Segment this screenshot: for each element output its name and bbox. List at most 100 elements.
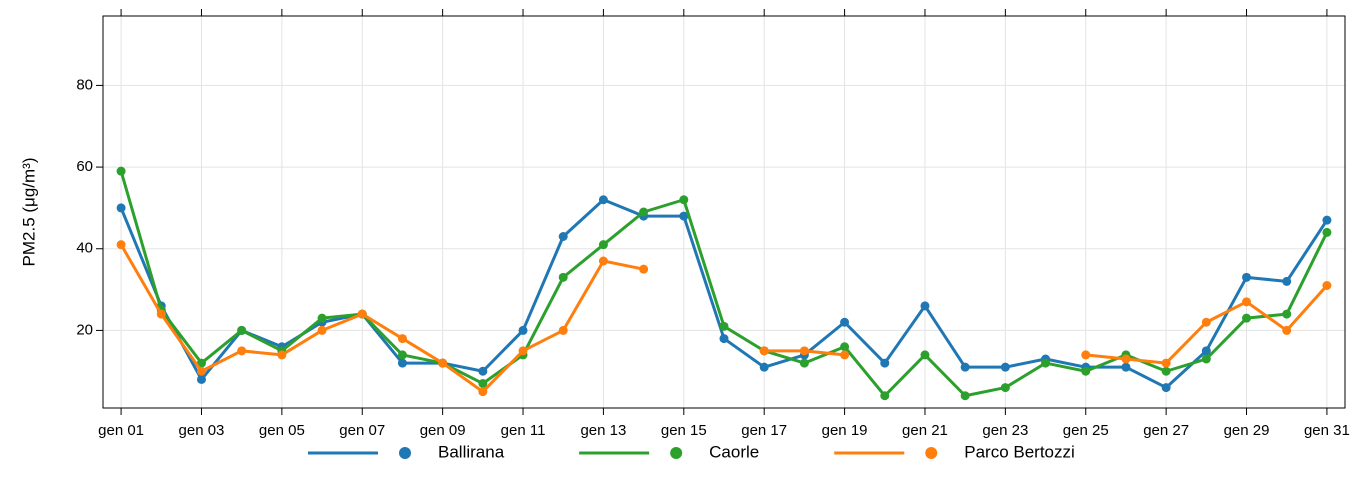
data-point [598, 240, 608, 250]
data-point [759, 346, 769, 356]
data-point [920, 301, 930, 311]
data-point [116, 240, 126, 250]
data-point [397, 334, 407, 344]
legend-label: Parco Bertozzi [964, 442, 1075, 461]
data-point [558, 325, 568, 335]
data-point [1242, 297, 1252, 307]
data-point [880, 358, 890, 368]
x-tick-label: gen 07 [339, 422, 385, 439]
data-point [518, 346, 528, 356]
x-tick-label: gen 09 [420, 422, 466, 439]
y-tick-label: 20 [76, 321, 93, 338]
x-tick-label: gen 29 [1224, 422, 1270, 439]
data-point [598, 195, 608, 205]
y-tick-label: 60 [76, 158, 93, 175]
data-point [1081, 366, 1091, 376]
x-tick-label: gen 19 [822, 422, 868, 439]
data-point [840, 342, 850, 352]
data-point [960, 391, 970, 401]
data-point [116, 166, 126, 176]
data-point [196, 358, 206, 368]
x-tick-label: gen 25 [1063, 422, 1109, 439]
y-axis-label: PM2.5 (μg/m³) [19, 158, 38, 267]
data-point [598, 256, 608, 266]
legend-label: Caorle [709, 442, 759, 461]
data-point [397, 358, 407, 368]
series-line [119, 198, 1329, 390]
x-tick-label: gen 01 [98, 422, 144, 439]
y-tick-label: 80 [76, 76, 93, 93]
data-point [799, 346, 809, 356]
data-point [1161, 366, 1171, 376]
data-point [1081, 350, 1091, 360]
data-point [1242, 313, 1252, 323]
x-tick-label: gen 15 [661, 422, 707, 439]
data-point [237, 325, 247, 335]
data-point [1121, 362, 1131, 372]
legend-dot [670, 447, 683, 459]
data-point [1041, 358, 1051, 368]
data-point [840, 317, 850, 327]
data-point [277, 350, 287, 360]
plot-frame [102, 15, 1346, 409]
data-point [719, 321, 729, 331]
data-point [397, 350, 407, 360]
data-point [759, 362, 769, 372]
data-point [1201, 354, 1211, 364]
legend-dot [925, 447, 938, 459]
data-point [1161, 383, 1171, 393]
legend-label: Ballirana [438, 442, 505, 461]
data-point [1161, 358, 1171, 368]
data-point [920, 350, 930, 360]
data-point [679, 211, 689, 221]
data-point [196, 366, 206, 376]
data-point [357, 309, 367, 319]
data-point [1322, 227, 1332, 237]
y-tick-label: 40 [76, 240, 93, 257]
x-tick-label: gen 03 [179, 422, 225, 439]
data-point [639, 264, 649, 274]
x-tick-label: gen 27 [1143, 422, 1189, 439]
data-point [1282, 276, 1292, 286]
data-point [196, 374, 206, 384]
data-point [1322, 281, 1332, 290]
data-point [1201, 346, 1211, 356]
legend-dot [399, 447, 411, 459]
data-point [1282, 325, 1292, 335]
data-point [1000, 362, 1010, 372]
x-tick-label: gen 17 [741, 422, 787, 439]
data-point [1322, 215, 1332, 225]
x-tick-label: gen 13 [580, 422, 626, 439]
data-point [116, 203, 126, 213]
data-point [1121, 354, 1131, 364]
data-point [317, 325, 327, 335]
series-line [119, 243, 1329, 394]
data-point [1201, 317, 1211, 327]
data-point [719, 334, 729, 344]
data-point [478, 366, 488, 376]
data-point [478, 387, 488, 397]
data-point [1242, 272, 1252, 282]
data-point [478, 379, 488, 388]
data-point [156, 309, 166, 319]
data-point [1282, 309, 1292, 319]
x-tick-label: gen 11 [501, 422, 546, 439]
data-point [960, 362, 970, 372]
data-point [558, 272, 568, 282]
data-point [518, 325, 528, 335]
data-point [237, 346, 247, 356]
data-point [438, 358, 448, 368]
x-tick-label: gen 31 [1304, 422, 1350, 439]
data-point [1000, 383, 1010, 393]
data-point [679, 195, 689, 205]
x-tick-label: gen 23 [982, 422, 1028, 439]
data-point [639, 207, 649, 217]
data-point [558, 232, 568, 241]
x-tick-label: gen 05 [259, 422, 305, 439]
data-point [799, 358, 809, 368]
x-tick-label: gen 21 [902, 422, 948, 439]
data-point [880, 391, 890, 401]
data-point [840, 350, 850, 360]
data-point [317, 313, 327, 323]
